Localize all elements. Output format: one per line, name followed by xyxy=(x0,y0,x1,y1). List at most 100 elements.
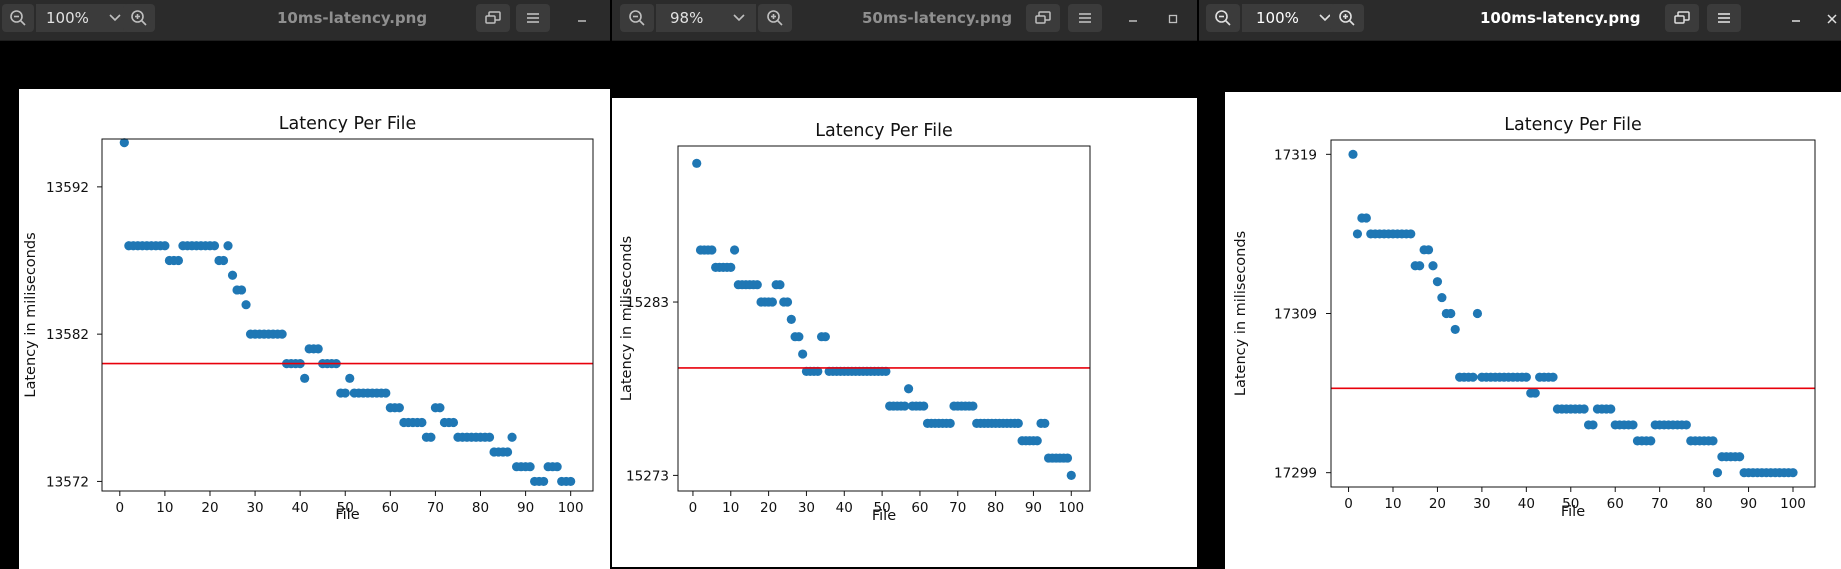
data-point xyxy=(1468,372,1478,382)
zoom-in-icon xyxy=(767,10,783,26)
image-viewer-window-10ms: 100% 10ms-latency.png Latency Per File 0 1… xyxy=(0,0,610,569)
data-point xyxy=(1432,277,1443,287)
zoom-out-button[interactable] xyxy=(2,4,34,32)
data-point xyxy=(218,255,229,266)
x-tick-label: 10 xyxy=(156,500,173,516)
main-menu-button[interactable] xyxy=(1707,4,1741,32)
x-tick-label: 70 xyxy=(427,500,444,516)
data-point xyxy=(227,270,238,280)
fullscreen-button[interactable] xyxy=(476,4,510,32)
data-point xyxy=(313,344,323,354)
minimize-button[interactable] xyxy=(1122,8,1144,30)
x-tick-label: 20 xyxy=(1429,496,1446,512)
window-title: 10ms-latency.png xyxy=(277,9,428,27)
data-point xyxy=(1406,229,1416,239)
minimize-button[interactable] xyxy=(571,8,593,30)
zoom-in-button[interactable] xyxy=(758,4,792,32)
data-point xyxy=(903,384,914,394)
minimize-icon xyxy=(1129,20,1137,22)
data-point xyxy=(340,388,350,398)
plot-frame xyxy=(1330,139,1816,488)
x-tick-label: 90 xyxy=(1025,500,1042,516)
data-point xyxy=(1708,436,1718,446)
data-point xyxy=(692,158,702,168)
main-menu-button[interactable] xyxy=(516,4,550,32)
data-point xyxy=(1521,372,1531,382)
image-canvas[interactable]: Latency Per File 0 10 20 30 40 50 60 70 80 90 100 17… xyxy=(1199,41,1841,569)
zoom-in-icon xyxy=(1339,10,1355,26)
chart-image: Latency Per File 0 10 20 30 40 50 60 70 80 90 100 15… xyxy=(612,98,1197,567)
data-point xyxy=(1446,308,1456,319)
maximize-icon xyxy=(1168,14,1178,24)
fullscreen-button[interactable] xyxy=(1665,4,1699,32)
zoom-in-button[interactable] xyxy=(123,4,155,32)
y-tick-label: 17309 xyxy=(1274,307,1317,323)
zoom-out-icon xyxy=(10,10,26,26)
zoom-level-dropdown[interactable]: 98% xyxy=(656,4,756,32)
data-point xyxy=(1628,420,1638,430)
y-tick-label: 17299 xyxy=(1274,466,1317,482)
x-tick-label: 90 xyxy=(1740,496,1757,512)
x-tick-label: 20 xyxy=(760,500,777,516)
fullscreen-button[interactable] xyxy=(1026,4,1060,32)
chevron-down-icon xyxy=(733,14,745,22)
latency-scatter-chart: Latency Per File 0 10 20 30 40 50 60 70 80 90 100 15… xyxy=(619,121,1091,524)
zoom-out-icon xyxy=(1215,10,1231,26)
header-bar: 100% 10ms-latency.png xyxy=(0,0,610,41)
y-tick-label: 15273 xyxy=(626,468,669,484)
x-tick-label: 30 xyxy=(1473,496,1490,512)
data-point xyxy=(1032,436,1042,446)
maximize-button[interactable] xyxy=(1162,8,1184,30)
main-menu-button[interactable] xyxy=(1068,4,1102,32)
data-point xyxy=(1352,229,1363,239)
data-point xyxy=(1788,468,1798,478)
chevron-down-icon xyxy=(109,14,121,22)
fullscreen-icon xyxy=(485,11,501,24)
data-point xyxy=(782,297,793,307)
zoom-level-value: 100% xyxy=(46,9,89,27)
chart-image: Latency Per File 0 10 20 30 40 50 60 70 80 90 100 17… xyxy=(1225,92,1841,569)
hamburger-menu-icon xyxy=(527,13,539,23)
y-tick-label: 17319 xyxy=(1274,147,1317,163)
x-tick-label: 10 xyxy=(1384,496,1401,512)
x-tick-label: 40 xyxy=(836,500,853,516)
minimize-button[interactable] xyxy=(1785,8,1807,30)
data-point xyxy=(1646,436,1656,446)
close-icon xyxy=(1827,14,1837,24)
data-point xyxy=(798,349,808,359)
chart-title: Latency Per File xyxy=(815,121,952,141)
image-canvas[interactable]: Latency Per File 0 10 20 30 40 50 60 70 80 90 100 15… xyxy=(612,41,1197,569)
x-tick-label: 0 xyxy=(1344,496,1353,512)
x-axis-label: File xyxy=(872,508,896,524)
zoom-level-dropdown[interactable]: 100% xyxy=(1242,4,1342,32)
zoom-in-button[interactable] xyxy=(1330,4,1364,32)
zoom-in-icon xyxy=(131,10,147,26)
plot-frame xyxy=(101,138,594,492)
data-point xyxy=(426,432,436,442)
x-tick-label: 60 xyxy=(382,500,399,516)
data-point xyxy=(1606,404,1616,414)
x-tick-label: 80 xyxy=(1696,496,1713,512)
data-point xyxy=(786,314,796,324)
image-canvas[interactable]: Latency Per File 0 10 20 30 40 50 60 70 80 90 100 13… xyxy=(0,41,610,569)
x-tick-label: 70 xyxy=(1651,496,1668,512)
data-point xyxy=(209,241,220,251)
x-axis-label: File xyxy=(1561,504,1585,520)
data-point xyxy=(484,432,495,442)
data-point xyxy=(236,285,247,295)
chart-title: Latency Per File xyxy=(1504,115,1641,135)
close-button[interactable] xyxy=(1821,8,1841,30)
data-point xyxy=(1735,452,1745,462)
y-tick-label: 15283 xyxy=(626,295,669,311)
zoom-out-button[interactable] xyxy=(1206,4,1240,32)
data-point xyxy=(435,403,445,413)
header-bar: 98% 50ms-latency.png xyxy=(612,0,1197,41)
zoom-out-button[interactable] xyxy=(620,4,654,32)
minimize-icon xyxy=(1792,20,1800,22)
x-tick-label: 50 xyxy=(337,500,354,516)
header-bar: 100% 100ms-latency.png xyxy=(1199,0,1841,41)
data-point xyxy=(241,300,251,310)
data-point xyxy=(1415,261,1425,271)
x-tick-label: 100 xyxy=(558,500,584,516)
zoom-level-dropdown[interactable]: 100% xyxy=(36,4,132,32)
